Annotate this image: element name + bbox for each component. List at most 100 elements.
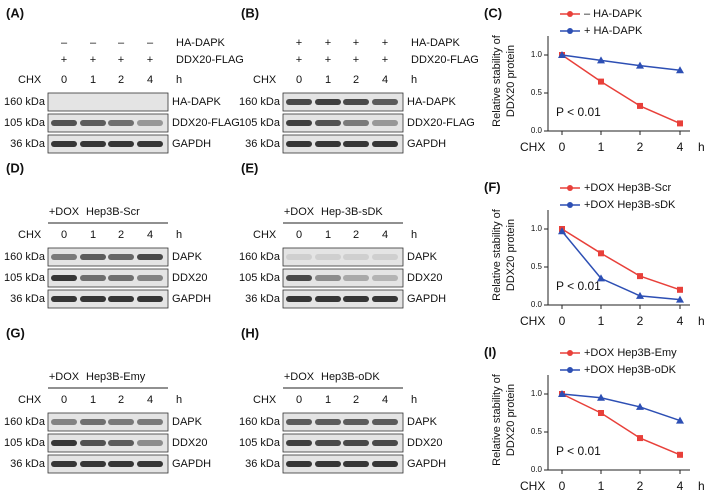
data-point bbox=[637, 435, 643, 442]
band bbox=[315, 296, 341, 302]
kda-label: 160 kDa bbox=[239, 251, 281, 263]
band bbox=[372, 461, 398, 467]
data-point bbox=[676, 416, 684, 424]
time-unit: h bbox=[176, 394, 182, 406]
time-label: 0 bbox=[296, 74, 302, 86]
x-label: CHX bbox=[520, 140, 545, 154]
protein-label: DDX20-FLAG bbox=[407, 117, 475, 129]
time-label: 4 bbox=[147, 74, 153, 86]
band bbox=[137, 419, 163, 425]
time-label: 2 bbox=[353, 229, 359, 241]
x-tick-label: 2 bbox=[637, 140, 644, 154]
x-unit: h bbox=[698, 314, 705, 328]
time-label: 2 bbox=[118, 229, 124, 241]
band bbox=[108, 141, 134, 147]
band bbox=[372, 440, 398, 446]
kda-label: 160 kDa bbox=[239, 416, 281, 428]
x-tick-label: 4 bbox=[677, 479, 684, 492]
x-tick-label: 1 bbox=[598, 140, 605, 154]
data-point bbox=[636, 291, 644, 299]
time-label: 0 bbox=[61, 74, 67, 86]
y-tick-label: 0.5 bbox=[531, 262, 543, 271]
band bbox=[51, 141, 77, 147]
kda-label: 160 kDa bbox=[4, 251, 46, 263]
cond-label: CHX bbox=[253, 394, 277, 406]
panel-label: (A) bbox=[6, 5, 24, 20]
treatment-name: DDX20-FLAG bbox=[176, 54, 244, 66]
treatment-sign: + bbox=[61, 54, 67, 66]
protein-label: GAPDH bbox=[407, 458, 446, 470]
treatment-sign: + bbox=[382, 54, 388, 66]
band bbox=[51, 120, 77, 126]
protein-label: GAPDH bbox=[407, 138, 446, 150]
time-label: 1 bbox=[325, 74, 331, 86]
band bbox=[343, 275, 369, 281]
band bbox=[137, 120, 163, 126]
data-point bbox=[597, 393, 605, 401]
blot-strip bbox=[282, 268, 404, 288]
data-point bbox=[636, 402, 644, 410]
band bbox=[343, 461, 369, 467]
time-label: 2 bbox=[118, 394, 124, 406]
time-label: 4 bbox=[382, 74, 388, 86]
x-unit: h bbox=[698, 140, 705, 154]
data-point bbox=[677, 120, 683, 127]
legend-label: + HA-DAPK bbox=[584, 25, 643, 37]
kda-label: 36 kDa bbox=[245, 458, 281, 470]
time-unit: h bbox=[411, 229, 417, 241]
series-line bbox=[561, 230, 681, 301]
panel-label: (D) bbox=[6, 160, 24, 175]
legend-marker bbox=[567, 367, 573, 373]
band bbox=[286, 461, 312, 467]
data-point bbox=[598, 78, 604, 85]
treatment-sign: – bbox=[90, 37, 97, 49]
header-dox: +DOX bbox=[284, 206, 315, 218]
legend-marker bbox=[567, 202, 573, 208]
panel-label: (G) bbox=[6, 325, 25, 340]
kda-label: 105 kDa bbox=[239, 117, 281, 129]
data-point bbox=[677, 286, 683, 293]
kda-label: 105 kDa bbox=[4, 437, 46, 449]
band bbox=[343, 419, 369, 425]
series-line bbox=[561, 54, 681, 71]
x-tick-label: 0 bbox=[559, 314, 566, 328]
data-point bbox=[598, 410, 604, 416]
band bbox=[315, 254, 341, 260]
protein-label: HA-DAPK bbox=[407, 96, 457, 108]
header-dox: +DOX bbox=[49, 206, 80, 218]
annotation: P < 0.01 bbox=[556, 105, 601, 119]
panel-label: (H) bbox=[241, 325, 259, 340]
band bbox=[343, 296, 369, 302]
band bbox=[372, 419, 398, 425]
kda-label: 160 kDa bbox=[4, 96, 46, 108]
y-label: Relative stability of bbox=[491, 373, 503, 466]
treatment-sign: + bbox=[90, 54, 96, 66]
time-label: 0 bbox=[61, 229, 67, 241]
cond-label: CHX bbox=[18, 394, 42, 406]
kda-label: 36 kDa bbox=[245, 293, 281, 305]
time-label: 4 bbox=[147, 229, 153, 241]
legend-marker bbox=[567, 28, 573, 34]
band bbox=[51, 419, 77, 425]
y-label: DDX20 protein bbox=[505, 219, 517, 291]
band bbox=[80, 141, 106, 147]
time-unit: h bbox=[176, 74, 182, 86]
band bbox=[137, 141, 163, 147]
data-point bbox=[558, 227, 566, 235]
treatment-sign: + bbox=[296, 37, 302, 49]
treatment-name: DDX20-FLAG bbox=[411, 54, 479, 66]
time-label: 0 bbox=[296, 394, 302, 406]
kda-label: 160 kDa bbox=[4, 416, 46, 428]
annotation: P < 0.01 bbox=[556, 279, 601, 293]
cond-label: CHX bbox=[253, 229, 277, 241]
series-line bbox=[561, 393, 681, 422]
data-point bbox=[637, 102, 643, 109]
band bbox=[108, 461, 134, 467]
band bbox=[315, 440, 341, 446]
legend-label: +DOX Hep3B-Emy bbox=[584, 347, 677, 359]
time-label: 1 bbox=[90, 394, 96, 406]
annotation: P < 0.01 bbox=[556, 444, 601, 458]
series-line bbox=[561, 228, 681, 291]
panel-label: (B) bbox=[241, 5, 259, 20]
legend-label: +DOX Hep3B-sDK bbox=[584, 199, 676, 211]
